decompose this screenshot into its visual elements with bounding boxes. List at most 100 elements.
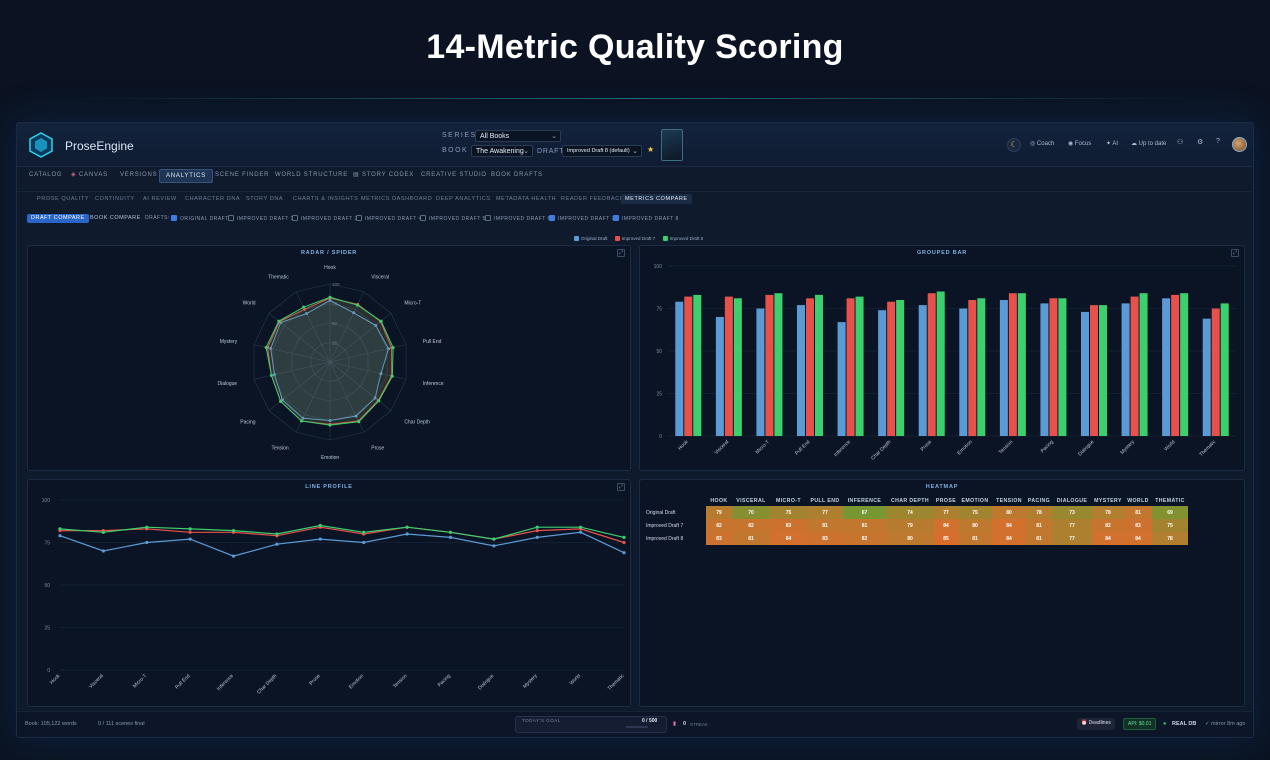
toggle-improved-draft-5[interactable]: IMPROVED DRAFT 5 — [420, 215, 486, 222]
heatmap-cell: 84 — [1092, 532, 1124, 545]
bar — [733, 298, 742, 436]
radar-axis-label: Char Depth — [404, 419, 430, 425]
tab-book-drafts[interactable]: BOOK DRAFTS — [491, 172, 543, 178]
line-x-tick: Tension — [392, 673, 409, 690]
tab-reader-feedback[interactable]: READER FEEDBACK — [561, 196, 625, 202]
line-x-tick: Pull End — [174, 673, 192, 691]
checkbox-icon — [356, 215, 362, 221]
tab-versions[interactable]: VERSIONS — [120, 172, 158, 178]
radar-axis-label: Mystery — [220, 339, 238, 345]
line-point — [188, 537, 192, 541]
tab-story-codex[interactable]: ▤ STORY CODEX — [353, 172, 415, 178]
tab-story-dna[interactable]: STORY DNA — [246, 196, 284, 202]
book-cover[interactable] — [661, 129, 683, 161]
coach-button[interactable]: ◎ Coach — [1030, 141, 1055, 147]
headline-divider — [75, 98, 1195, 99]
avatar[interactable] — [1232, 137, 1247, 152]
toggle-improved-draft-2[interactable]: IMPROVED DRAFT 2 — [292, 215, 358, 222]
bar — [927, 293, 936, 436]
radar-point — [269, 373, 273, 377]
primary-nav: CATALOG ◈ CANVAS VERSIONS ANALYTICS SCEN… — [17, 169, 1253, 183]
bar-x-tick: World — [1163, 439, 1177, 453]
series-select[interactable]: All Books ⌄ — [475, 130, 561, 142]
line-point — [492, 537, 496, 541]
status-footer: Book: 105,122 words 0 / 111 scenes final… — [17, 711, 1253, 737]
help-button[interactable]: ? — [1216, 138, 1220, 145]
toggle-original-draft[interactable]: ORIGINAL DRAFT — [171, 215, 229, 222]
tab-metadata-health[interactable]: METADATA HEALTH — [496, 196, 557, 202]
radar-point — [379, 319, 383, 323]
line-profile-chart: 0 25 50 75 100 Hook Visceral Micro-T Pull End Inf… — [42, 498, 626, 696]
radar-point — [354, 414, 358, 418]
db-status-dot: ● — [1163, 721, 1167, 727]
sync-status[interactable]: ☁ Up to date — [1131, 141, 1167, 147]
expand-icon[interactable]: ⤢ — [617, 483, 625, 491]
focus-button[interactable]: ◉ Focus — [1068, 141, 1092, 147]
tab-scene-finder[interactable]: SCENE FINDER — [215, 172, 270, 178]
tab-analytics[interactable]: ANALYTICS — [159, 169, 214, 183]
legend-item[interactable]: Improved Draft 8 — [662, 236, 703, 241]
radar-axis-label: Thematic — [268, 274, 289, 280]
legend-item[interactable]: Original Draft — [574, 236, 608, 241]
radar-point — [269, 346, 273, 350]
tab-canvas[interactable]: ◈ CANVAS — [71, 172, 108, 178]
bar — [756, 308, 765, 436]
bar — [1049, 298, 1058, 436]
book-compare-tab[interactable]: BOOK COMPARE — [90, 215, 141, 221]
book-select[interactable]: The Awakening ⌄ — [471, 145, 533, 157]
radar-axis-label: Hook — [324, 265, 336, 271]
radar-point — [305, 312, 309, 316]
line-panel: LINE PROFILE ⤢ 0 25 50 75 100 Hook Visceral Mic… — [27, 479, 631, 707]
legend-item[interactable]: Improved Draft 7 — [614, 236, 655, 241]
tab-world-structure[interactable]: WORLD STRUCTURE — [275, 172, 348, 178]
heatmap-cell: 83 — [706, 532, 732, 545]
bar-x-tick: Micro-T — [755, 439, 771, 455]
gear-icon[interactable]: ⚙ — [1197, 139, 1204, 146]
heatmap-column-header: PULL END — [810, 498, 840, 504]
toggle-improved-draft-4[interactable]: IMPROVED DRAFT 4 — [356, 215, 422, 222]
draft-compare-tab[interactable]: DRAFT COMPARE — [27, 214, 89, 223]
bar-x-tick: Emotion — [956, 439, 973, 456]
heatmap-cell: 75 — [1152, 519, 1188, 532]
bar — [936, 291, 945, 436]
tab-creative-studio[interactable]: CREATIVE STUDIO — [421, 172, 487, 178]
daily-goal-widget[interactable]: TODAY'S GOAL 0 / 500 — [515, 716, 667, 733]
radar-axis-label: Pacing — [240, 419, 256, 425]
bar — [1130, 296, 1139, 436]
expand-icon[interactable]: ⤢ — [617, 249, 625, 257]
secondary-nav: PROSE QUALITY CONTINUITY AI REVIEW CHARA… — [17, 191, 1253, 204]
bar-y-tick: 0 — [659, 434, 662, 440]
heatmap-cell: 78 — [1152, 532, 1188, 545]
tab-prose-quality[interactable]: PROSE QUALITY — [37, 196, 90, 202]
heatmap-column-header: DIALOGUE — [1056, 498, 1088, 504]
ai-button[interactable]: ✦ AI — [1106, 141, 1119, 147]
goal-label: TODAY'S GOAL — [522, 718, 561, 723]
tab-character-dna[interactable]: CHARACTER DNA — [185, 196, 241, 202]
moon-icon[interactable]: ☾ — [1007, 138, 1021, 152]
heatmap-cell: 77 — [807, 506, 843, 519]
toggle-improved-draft-8[interactable]: IMPROVED DRAFT 8 — [613, 215, 679, 222]
toggle-improved-draft-1[interactable]: IMPROVED DRAFT 1 — [228, 215, 294, 222]
heatmap-column-header: TENSION — [996, 498, 1022, 504]
tab-catalog[interactable]: CATALOG — [29, 172, 63, 178]
tab-metrics-dashboard[interactable]: METRICS DASHBOARD — [361, 196, 433, 202]
tab-metrics-compare[interactable]: METRICS COMPARE — [621, 194, 692, 204]
line-series — [59, 524, 625, 540]
tab-charts-insights[interactable]: CHARTS & INSIGHTS — [293, 196, 359, 202]
heatmap-column-header: PACING — [1027, 498, 1051, 504]
line-point — [448, 530, 453, 534]
bar — [959, 308, 968, 436]
users-icon[interactable]: ⚇ — [1177, 139, 1184, 146]
deadlines-button[interactable]: ⏰ Deadlines — [1077, 718, 1115, 730]
tab-continuity[interactable]: CONTINUITY — [95, 196, 135, 202]
tab-deep-analytics[interactable]: DEEP ANALYTICS — [436, 196, 491, 202]
toggle-improved-draft-6[interactable]: IMPROVED DRAFT 6 — [485, 215, 551, 222]
heatmap-column-header: EMOTION — [961, 498, 989, 504]
draft-select[interactable]: Improved Draft 8 (default) ⌄ — [562, 145, 642, 157]
radar-axis-label: Pull End — [423, 339, 442, 345]
scene-count: 0 / 111 scenes final — [98, 721, 145, 727]
toggle-improved-draft-7[interactable]: IMPROVED DRAFT 7 — [549, 215, 615, 222]
tab-ai-review[interactable]: AI REVIEW — [143, 196, 177, 202]
expand-icon[interactable]: ⤢ — [1231, 249, 1239, 257]
star-icon[interactable]: ★ — [647, 145, 655, 154]
